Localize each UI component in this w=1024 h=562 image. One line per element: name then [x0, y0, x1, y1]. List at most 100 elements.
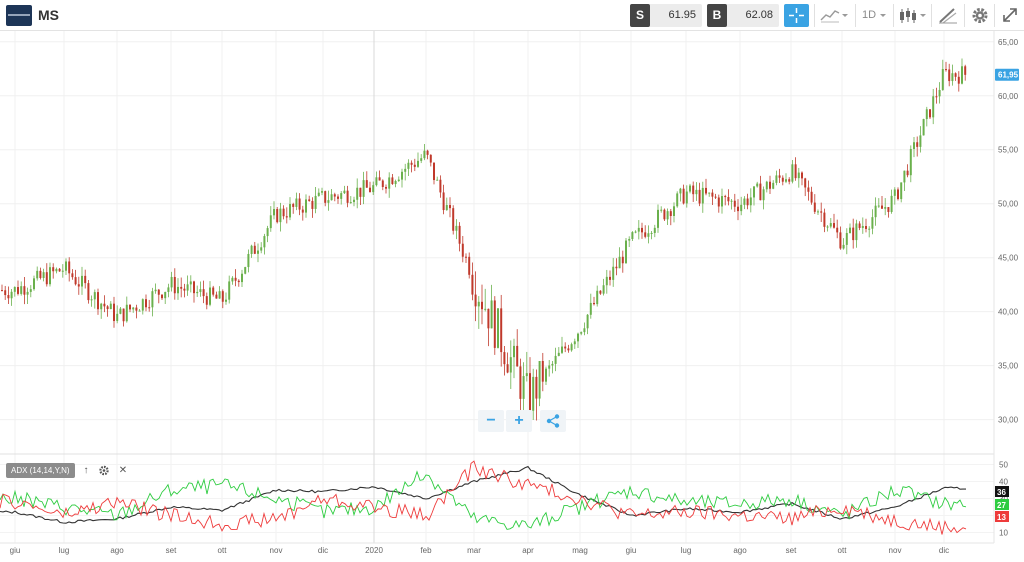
chart-type-button[interactable] [818, 4, 852, 27]
plus-di-value-tag [995, 499, 1009, 510]
candle-up [423, 150, 426, 159]
candle-up [577, 333, 579, 342]
candle-down [807, 187, 810, 192]
candle-down [292, 204, 295, 207]
current-price-label: 61,95 [998, 71, 1019, 80]
candle-up [154, 289, 157, 292]
timeframe-button[interactable]: 1D [858, 4, 892, 27]
candle-up [189, 281, 192, 285]
candle-up [362, 180, 365, 197]
crosshair-button[interactable] [784, 4, 809, 27]
candle-up [797, 172, 800, 179]
candle-down [285, 216, 288, 218]
candle-down [221, 291, 224, 302]
candle-down [282, 208, 285, 217]
candle-down [45, 272, 48, 285]
candle-up [55, 268, 58, 272]
ticker-symbol: MS [38, 7, 59, 23]
candle-up [330, 194, 333, 201]
candle-up [484, 308, 487, 310]
candle-up [257, 250, 259, 254]
candle-up [241, 273, 243, 283]
candle-down [103, 303, 106, 307]
buy-price-box[interactable]: B 62.08 [707, 4, 779, 27]
candles-button[interactable] [896, 4, 930, 27]
settings-button[interactable] [967, 4, 993, 27]
share-button[interactable] [540, 410, 566, 432]
candle-up [548, 365, 551, 369]
price-tick-label: 65,00 [998, 38, 1019, 47]
candle-down [487, 308, 490, 329]
candle-up [561, 346, 563, 353]
candle-down [433, 162, 435, 181]
candle-down [493, 300, 496, 348]
candle-up [570, 344, 573, 351]
time-tick-label: feb [420, 546, 432, 555]
candle-down [157, 289, 160, 295]
candle-up [877, 205, 880, 207]
indicator-settings-button[interactable] [97, 463, 111, 478]
indicator-label[interactable]: ADX (14,14,Y,N) [6, 463, 75, 478]
pencil-ruler-icon [939, 8, 957, 24]
candle-down [823, 212, 826, 227]
candle-up [119, 308, 122, 314]
candle-down [516, 345, 519, 367]
fullscreen-button[interactable] [997, 4, 1023, 27]
candle-down [781, 177, 784, 182]
candle-up [356, 187, 359, 200]
candle-down [324, 191, 327, 203]
candle-up [100, 303, 103, 310]
current-price-tag [995, 68, 1019, 81]
candle-down [957, 76, 960, 84]
candle-up [538, 361, 541, 399]
candle-down [663, 209, 666, 220]
candle-up [941, 69, 944, 90]
candle-up [49, 267, 51, 285]
candle-up [653, 227, 656, 233]
zoom-in-button[interactable]: + [506, 410, 532, 432]
candle-down [954, 73, 957, 77]
sell-price-box[interactable]: S 61.95 [630, 4, 702, 27]
candle-down [449, 205, 451, 209]
candle-down [503, 352, 506, 365]
indicator-close-button[interactable]: ✕ [118, 465, 128, 476]
candle-up [618, 256, 621, 269]
candle-up [701, 187, 704, 204]
candle-up [231, 277, 234, 282]
candle-down [97, 292, 99, 310]
candle-down [439, 179, 442, 193]
candle-up [218, 291, 221, 299]
candle-up [721, 196, 723, 207]
expand-icon [1003, 8, 1017, 22]
candle-down [813, 202, 816, 212]
candle-up [420, 158, 423, 161]
candle-down [215, 294, 218, 299]
candle-up [647, 233, 650, 237]
candle-down [887, 207, 890, 212]
draw-tools-button[interactable] [934, 4, 962, 27]
candle-down [458, 225, 461, 244]
candle-down [234, 277, 237, 281]
candle-down [964, 66, 967, 75]
candle-up [743, 198, 746, 205]
candle-down [145, 299, 147, 308]
candle-down [391, 177, 394, 185]
buy-label: B [707, 4, 727, 27]
indicator-move-up-button[interactable]: ↑ [83, 465, 89, 476]
zoom-out-button[interactable]: − [478, 410, 504, 432]
candle-down [804, 178, 807, 188]
candle-up [266, 228, 269, 237]
candle-down [506, 364, 509, 373]
candle-down [641, 227, 643, 233]
candle-up [557, 352, 560, 356]
time-tick-label: giu [10, 546, 21, 555]
candle-up [170, 276, 173, 288]
gear-icon [972, 8, 988, 23]
time-tick-label: dic [318, 546, 328, 555]
candle-up [397, 179, 400, 181]
candle-up [404, 168, 407, 172]
candle-up [455, 225, 458, 231]
candle-down [193, 281, 195, 294]
candle-down [311, 200, 314, 209]
